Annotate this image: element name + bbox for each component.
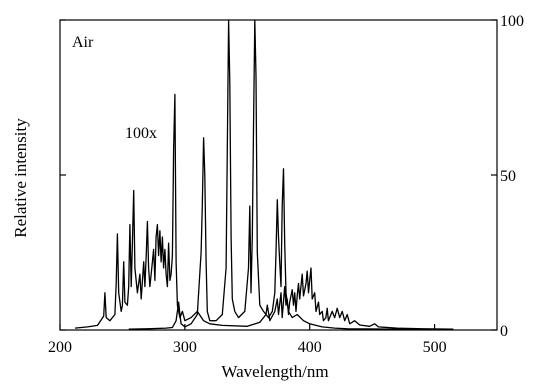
y-tick-label: 0 <box>500 323 508 340</box>
sample-label: Air <box>72 34 94 51</box>
x-tick-label: 500 <box>423 339 447 356</box>
y-axis-ticks: 0 50 100 <box>60 13 524 340</box>
plot-border <box>59 19 498 331</box>
y-tick-label: 100 <box>500 13 524 30</box>
series-line-actual <box>128 19 454 331</box>
y-axis-title: Relative intensity <box>11 118 30 238</box>
x-tick-label: 200 <box>48 339 72 356</box>
magnification-label: 100x <box>125 125 157 142</box>
spectrum-series <box>74 19 454 331</box>
series-line-magnified <box>74 93 454 330</box>
plot-frame <box>59 19 498 331</box>
x-axis-title: Wavelength/nm <box>221 362 328 381</box>
x-axis-ticks: 200 300 400 500 <box>48 324 447 356</box>
x-tick-label: 300 <box>173 339 197 356</box>
x-tick-label: 400 <box>298 339 322 356</box>
y-tick-label: 50 <box>500 168 516 185</box>
